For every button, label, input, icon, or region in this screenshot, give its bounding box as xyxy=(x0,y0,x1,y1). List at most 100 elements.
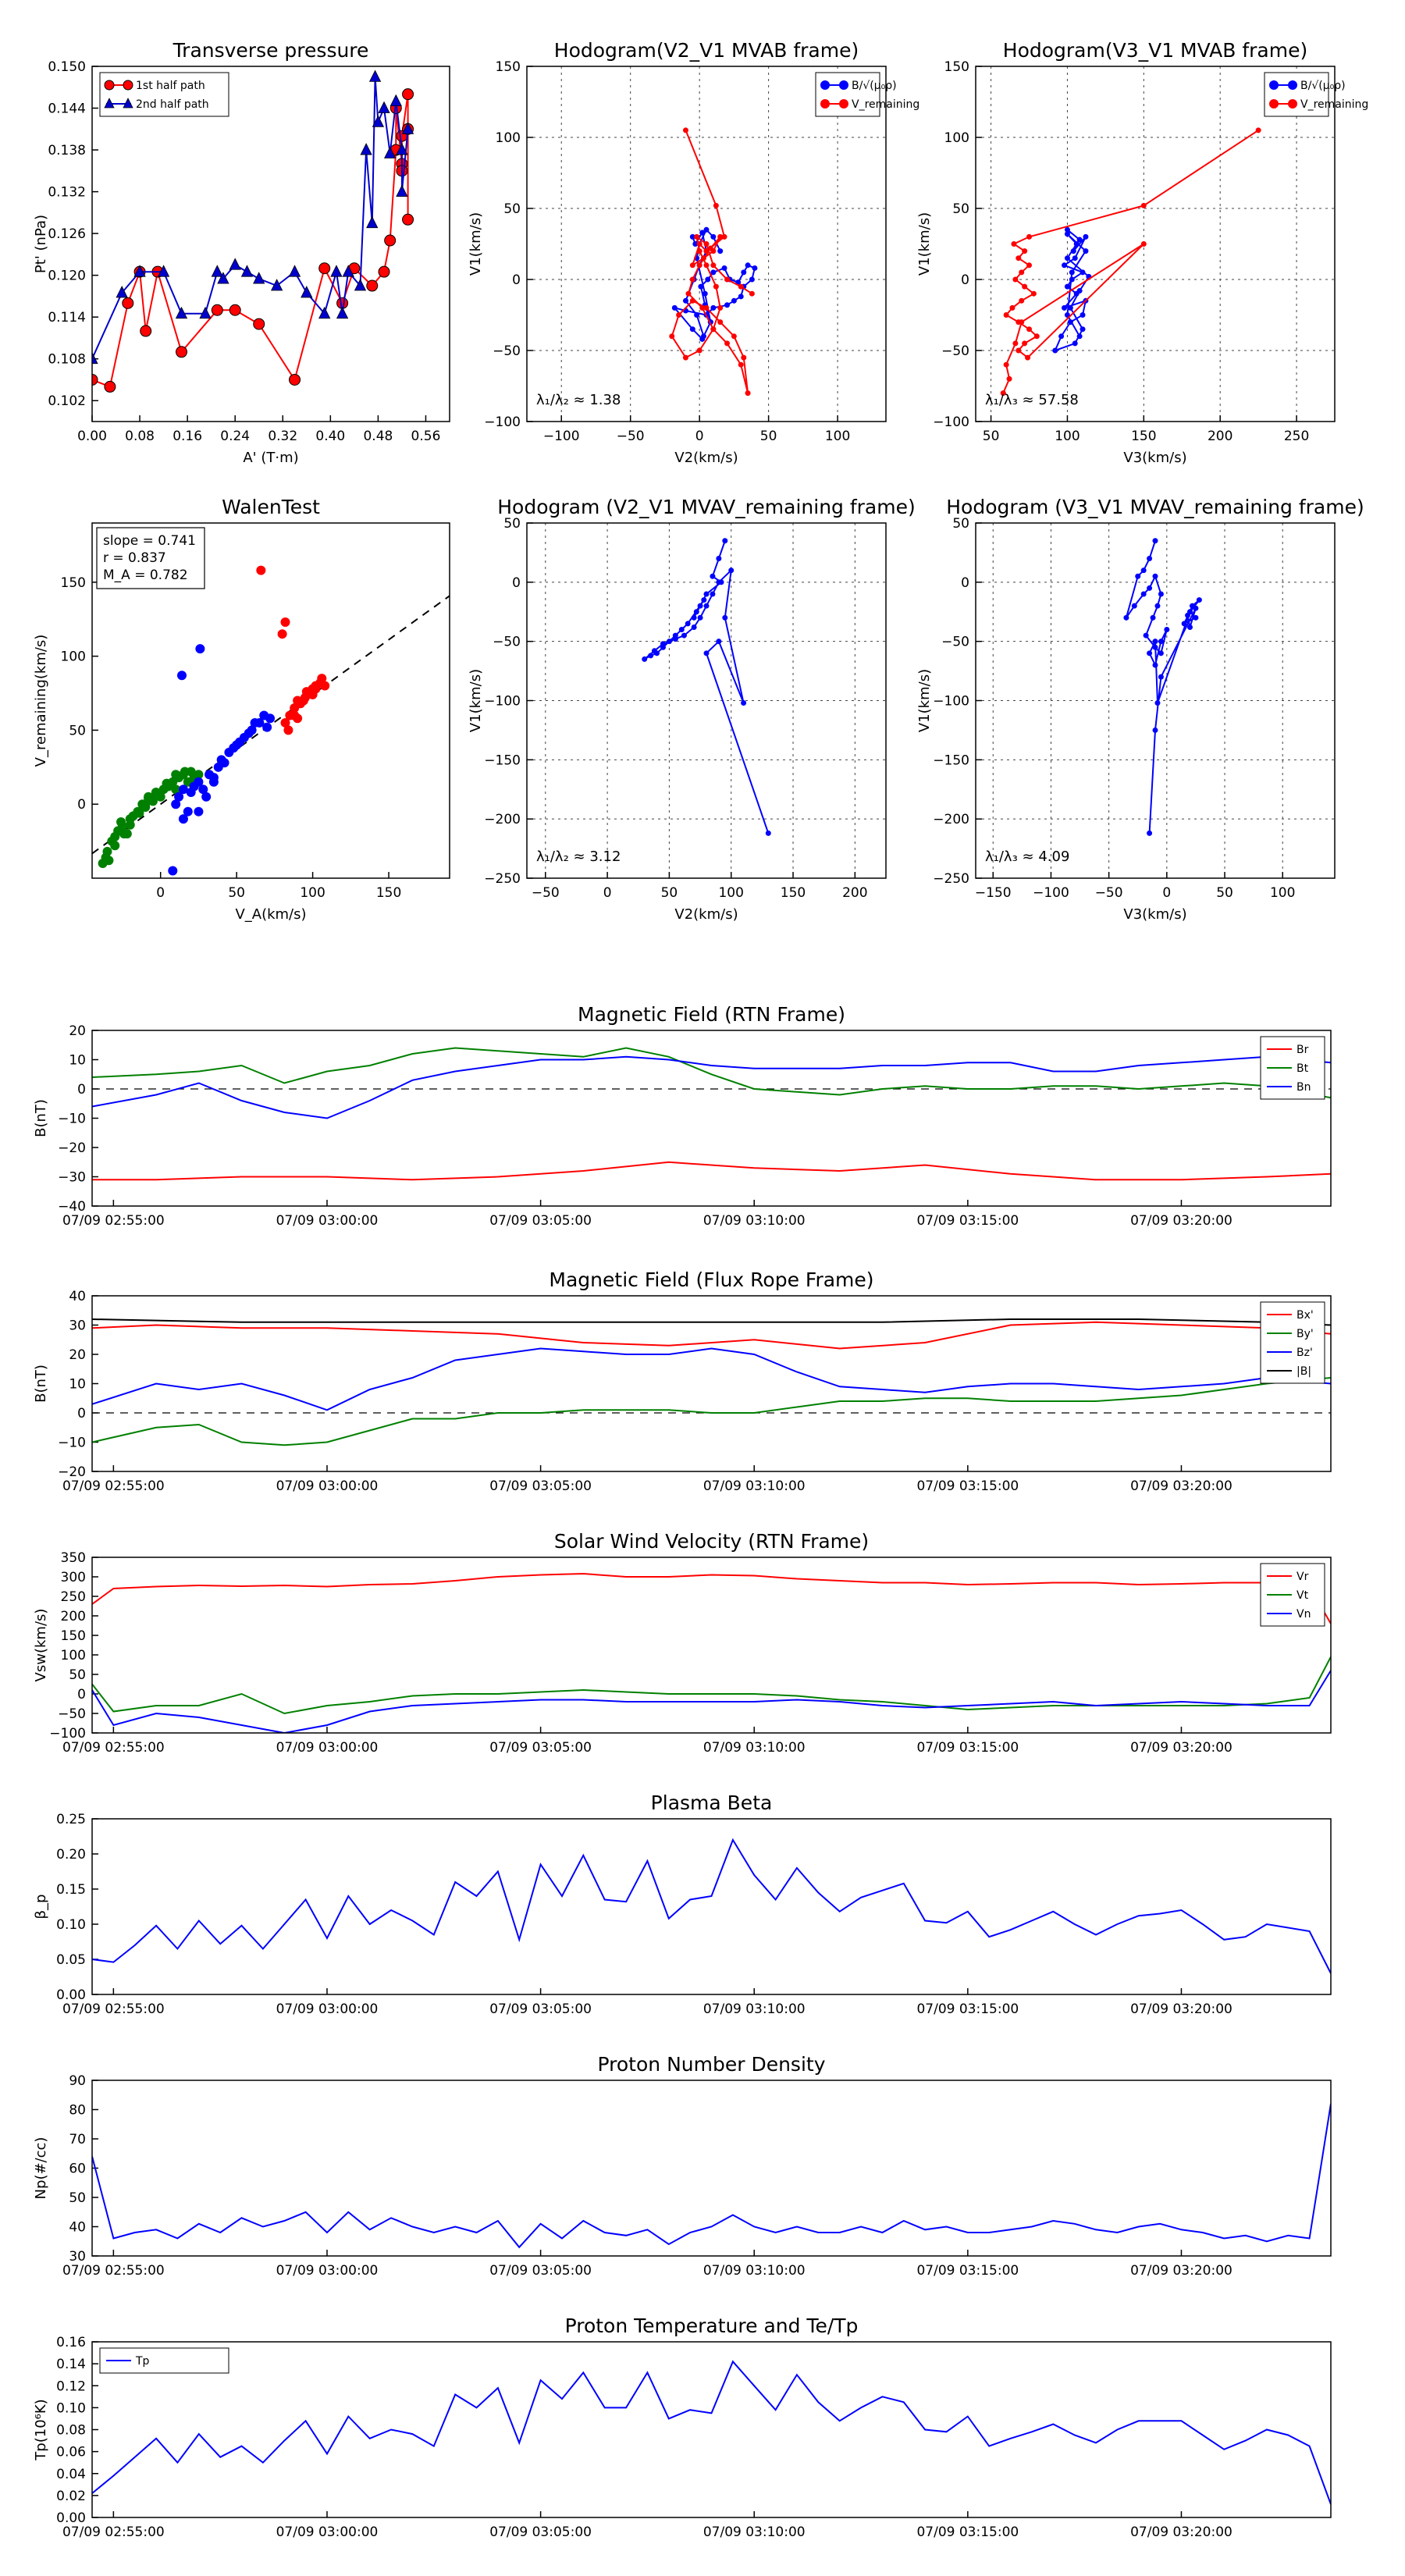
series-Np xyxy=(92,2103,1331,2249)
data-point xyxy=(717,233,724,240)
data-point xyxy=(318,306,331,319)
legend: Bx' By' Bz' |B| xyxy=(1260,1301,1325,1384)
x-tick-label: 07/09 03:00:00 xyxy=(276,1478,379,1494)
x-tick-label: 07/09 03:15:00 xyxy=(916,1478,1019,1494)
data-point xyxy=(176,346,187,358)
series-Bx' xyxy=(92,1321,1331,1350)
y-tick-label: −100 xyxy=(933,415,969,430)
data-point xyxy=(1181,621,1187,627)
data-point xyxy=(244,728,254,738)
data-point xyxy=(703,591,710,597)
data-point xyxy=(119,829,129,839)
data-point xyxy=(716,579,722,585)
data-point xyxy=(250,717,260,728)
data-point xyxy=(1080,326,1086,333)
x-tick-label: 250 xyxy=(1284,429,1309,444)
data-point xyxy=(384,234,397,247)
y-tick-label: 40 xyxy=(69,1289,86,1304)
legend: Tp xyxy=(99,2347,229,2374)
stats-line: r = 0.837 xyxy=(103,550,166,566)
y-tick-label: 0 xyxy=(512,575,521,591)
data-point xyxy=(110,831,120,841)
x-tick-label: 07/09 03:05:00 xyxy=(489,1478,592,1494)
y-tick-label: 350 xyxy=(61,1550,86,1566)
data-point xyxy=(104,80,115,91)
legend-label: 1st half path xyxy=(136,80,205,92)
data-point xyxy=(229,304,241,316)
data-point xyxy=(1019,297,1025,304)
data-point xyxy=(152,790,162,800)
y-tick-label: 150 xyxy=(496,59,521,75)
data-point xyxy=(175,306,188,319)
data-point xyxy=(696,262,702,269)
x-tick-label: 07/09 03:05:00 xyxy=(489,1213,592,1229)
legend-label: By' xyxy=(1297,1328,1314,1340)
data-point xyxy=(717,304,724,311)
y-tick-label: −250 xyxy=(933,871,969,887)
data-point xyxy=(219,758,229,768)
x-tick-label: 100 xyxy=(300,885,325,901)
data-point xyxy=(1083,248,1089,254)
chart-title: Hodogram(V2_V1 MVAB frame) xyxy=(554,39,859,62)
y-tick-label: 90 xyxy=(69,2073,86,2089)
data-point xyxy=(696,241,702,247)
data-point xyxy=(741,354,747,361)
y-tick-label: 0.15 xyxy=(56,1882,86,1898)
data-point xyxy=(648,653,654,659)
plot-frame xyxy=(975,66,1336,422)
x-tick-label: −100 xyxy=(543,429,580,444)
data-point xyxy=(256,565,266,575)
chart-p6: Hodogram (V3_V1 MVAV_remaining frame) −25… xyxy=(916,496,1364,923)
x-tick-label: 50 xyxy=(983,429,1000,444)
x-tick-label: 07/09 02:55:00 xyxy=(62,2524,165,2540)
plot-area xyxy=(92,565,450,876)
data-point xyxy=(122,297,134,309)
plot-area xyxy=(92,69,414,393)
data-point xyxy=(689,262,695,269)
data-point xyxy=(378,265,390,278)
x-tick-label: 07/09 03:20:00 xyxy=(1130,2263,1232,2279)
y-tick-label: 150 xyxy=(61,575,86,591)
legend-label: Bn xyxy=(1297,1081,1311,1094)
data-point xyxy=(710,304,717,311)
data-point xyxy=(1152,538,1158,544)
data-point xyxy=(1083,233,1089,240)
legend: Vr Vt Vn xyxy=(1260,1563,1325,1627)
data-point xyxy=(1016,347,1022,354)
data-point xyxy=(699,229,706,236)
data-point xyxy=(1016,255,1022,262)
data-point xyxy=(401,122,414,134)
chart-ts4: Plasma Beta 0.00 0.05 0.10 0.15 0.20 0.25 07/09… xyxy=(33,1791,1332,2017)
data-point xyxy=(681,632,687,639)
data-point xyxy=(1140,568,1147,574)
plot-frame xyxy=(91,1818,1332,1995)
data-point xyxy=(1193,605,1199,611)
data-point xyxy=(691,614,697,621)
data-point xyxy=(180,767,190,777)
data-point xyxy=(689,297,695,304)
legend: 1st half path 2nd half path xyxy=(99,72,229,117)
y-tick-label: −100 xyxy=(484,694,521,710)
data-point xyxy=(678,627,685,632)
y-tick-label: 20 xyxy=(69,1023,86,1039)
y-tick-label: 0.06 xyxy=(56,2445,86,2460)
data-point xyxy=(198,785,208,795)
y-tick-label: −10 xyxy=(58,1112,86,1127)
legend-label: Vn xyxy=(1297,1608,1311,1621)
x-axis-label: V_A(km/s) xyxy=(235,906,306,923)
series-Bt xyxy=(92,1047,1331,1099)
data-point xyxy=(396,184,408,197)
y-axis-label: V1(km/s) xyxy=(916,212,933,276)
data-point xyxy=(229,743,239,753)
data-point xyxy=(389,94,402,107)
series-line xyxy=(644,540,770,834)
data-point xyxy=(710,591,716,597)
y-tick-label: 0 xyxy=(77,1082,86,1098)
data-point xyxy=(651,648,657,654)
legend-label: Bt xyxy=(1297,1062,1309,1075)
data-point xyxy=(336,306,349,319)
data-point xyxy=(1158,674,1164,680)
x-tick-label: 0.56 xyxy=(411,429,441,444)
data-point xyxy=(669,333,675,340)
